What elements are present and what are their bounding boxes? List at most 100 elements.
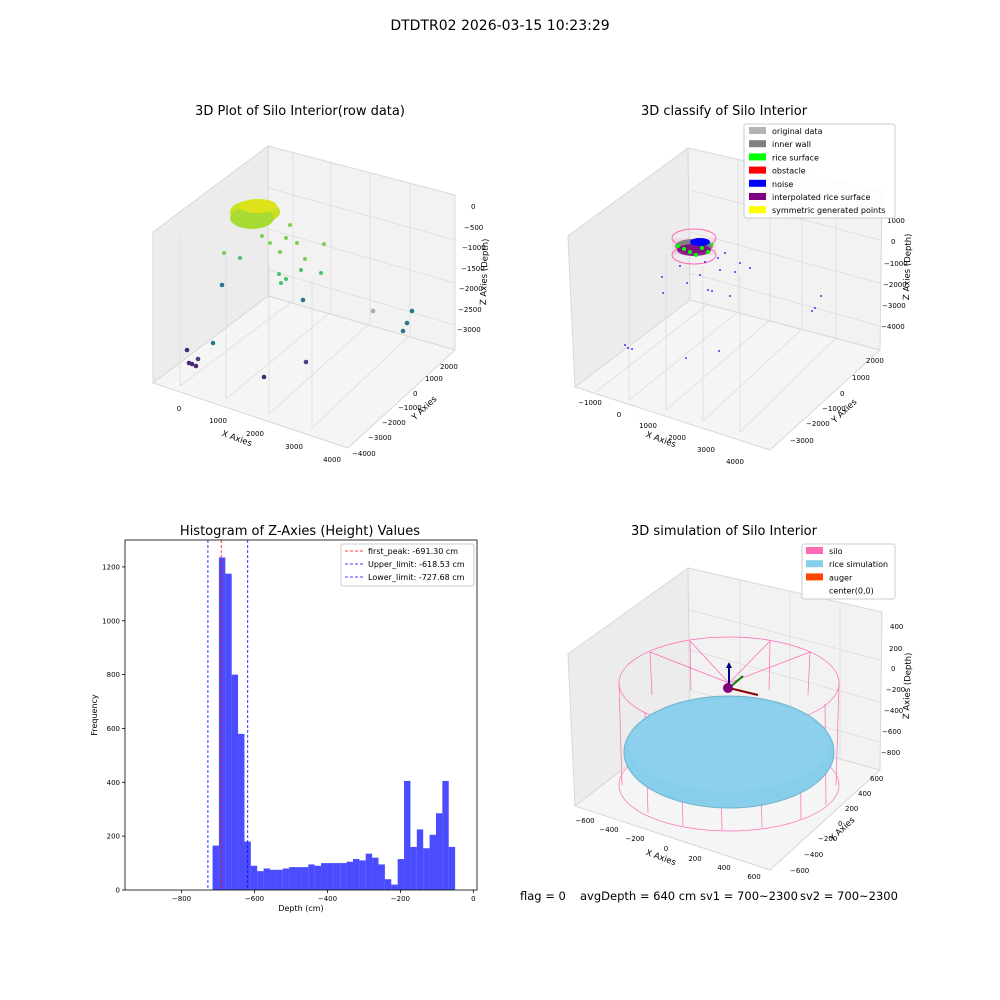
tick-label: 0 <box>413 390 417 398</box>
x-tick-label: −600 <box>245 895 264 903</box>
y-tick-label: 800 <box>107 671 120 679</box>
tick-label: −1000 <box>398 404 422 412</box>
y-tick-label: 1000 <box>102 617 120 625</box>
tick-label: 600 <box>747 873 760 881</box>
histogram-bar <box>314 865 322 890</box>
legend-label: rice surface <box>772 153 819 162</box>
raw-point-cloud <box>184 199 415 380</box>
tick-label: 1000 <box>852 374 870 382</box>
tick-label: −200 <box>818 835 837 843</box>
legend-label: auger <box>829 573 853 582</box>
tick-label: −2000 <box>459 285 483 293</box>
legend-label: original data <box>772 127 823 136</box>
histogram-bar <box>435 813 443 890</box>
histogram-title: Histogram of Z-Axies (Height) Values <box>179 524 421 539</box>
tick-label: 2000 <box>440 363 458 371</box>
simulation-tick-labels: −600 −400 −200 0 200 400 600 600 400 200… <box>575 623 905 881</box>
histogram-bar <box>289 867 296 890</box>
tick-label: −1000 <box>578 399 602 407</box>
classify-legend: original data inner wall rice surface obsta… <box>743 123 896 219</box>
histogram-bar <box>448 846 456 890</box>
legend-swatch <box>749 140 766 148</box>
legend-label: center(0,0) <box>829 587 874 596</box>
histogram-bar <box>225 573 232 890</box>
legend-swatch <box>749 206 766 214</box>
legend-swatch <box>806 573 823 581</box>
histogram-bar <box>321 863 328 890</box>
histogram-bar <box>231 674 239 890</box>
legend-swatch <box>749 127 766 134</box>
histogram-bar <box>218 557 226 890</box>
histogram-x-axis-label: Depth (cm) <box>278 904 323 913</box>
classify-point-cloud <box>624 228 822 359</box>
tick-label: −2500 <box>458 306 482 314</box>
tick-label: −800 <box>881 749 900 757</box>
legend-swatch <box>749 153 766 161</box>
tick-label: −1000 <box>884 260 908 268</box>
tick-label: −2000 <box>806 420 830 428</box>
histogram-x-ticks: −800 −600 −400 −200 0 <box>172 890 476 903</box>
histogram-bars <box>212 557 456 890</box>
legend-label: silo <box>829 547 843 556</box>
tick-label: 600 <box>870 775 883 783</box>
classify-z-axis-label: Z Axies (Depth) <box>902 233 914 300</box>
tick-label: 1000 <box>425 375 443 383</box>
tick-label: −600 <box>575 817 594 825</box>
tick-label: 2000 <box>866 357 884 365</box>
tick-label: −400 <box>884 707 903 715</box>
legend-label: first_peak: -691.30 cm <box>368 547 458 556</box>
sv1-text: sv1 = 700~2300 <box>700 889 798 903</box>
tick-label: −400 <box>804 851 823 859</box>
tick-label: 4000 <box>323 456 341 464</box>
tick-label: 400 <box>858 790 871 798</box>
classify-tick-labels: −1000 0 1000 2000 3000 4000 2000 1000 0 … <box>578 217 908 466</box>
legend-swatch <box>749 179 766 187</box>
histogram-bar <box>372 857 379 890</box>
simulation-y-axis-label: Y Axies <box>827 815 857 844</box>
histogram-bar <box>238 733 245 890</box>
histogram-bar <box>295 867 302 890</box>
tick-label: 0 <box>891 238 895 246</box>
legend-label: noise <box>772 180 793 189</box>
x-tick-label: −200 <box>391 895 410 903</box>
histogram-legend: first_peak: -691.30 cm Upper_limit: -618.… <box>340 543 475 587</box>
tick-label: 4000 <box>726 458 744 466</box>
legend-label: rice simulation <box>829 560 888 569</box>
histogram-axes-frame <box>124 539 478 891</box>
histogram-bar <box>384 879 392 890</box>
histogram-bar <box>442 780 449 890</box>
legend-label: Lower_limit: -727.68 cm <box>368 573 465 582</box>
x-tick-label: 0 <box>471 895 475 903</box>
tick-label: 400 <box>717 864 730 872</box>
legend-swatch <box>749 166 766 174</box>
x-tick-label: −400 <box>318 895 337 903</box>
y-tick-label: 200 <box>107 833 120 841</box>
legend-label: inner wall <box>772 140 811 149</box>
tick-label: −4000 <box>881 323 905 331</box>
histogram-bar <box>276 869 283 890</box>
y-tick-label: 0 <box>116 887 120 895</box>
histogram-y-axis-label: Frequency <box>90 694 99 736</box>
histogram-bar <box>416 829 424 890</box>
tick-label: 0 <box>177 405 181 413</box>
tick-label: −600 <box>790 867 809 875</box>
histogram-y-ticks: 0 200 400 600 800 1000 1200 <box>102 563 125 895</box>
simulation-x-axis-label: X Axies <box>644 848 677 868</box>
tick-label: 200 <box>889 645 902 653</box>
auger-and-center <box>723 662 759 696</box>
rice-simulation-surface <box>623 695 835 809</box>
legend-swatch <box>806 560 823 568</box>
histogram-bar <box>340 863 347 890</box>
tick-label: −4000 <box>352 450 376 458</box>
sv2-text: sv2 = 700~2300 <box>800 889 898 903</box>
histogram-bar <box>423 848 430 890</box>
tick-label: −3000 <box>368 434 392 442</box>
legend-label: obstacle <box>772 167 806 176</box>
histogram-bar <box>257 871 264 890</box>
legend-label: interpolated rice surface <box>772 193 870 202</box>
tick-label: 0 <box>664 845 668 853</box>
simulation-legend: silo rice simulation auger center(0,0) <box>801 543 896 600</box>
histogram-bar <box>404 780 411 890</box>
